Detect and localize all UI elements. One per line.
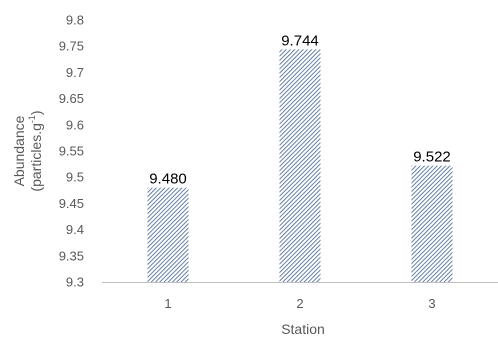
y-tick-label: 9.75 <box>59 39 84 54</box>
y-axis-title-unit: (particles.g-1) <box>27 110 44 191</box>
y-tick-label: 9.4 <box>66 222 84 237</box>
y-tick-label: 9.65 <box>59 91 84 106</box>
data-label-station-2: 9.744 <box>281 32 319 49</box>
y-axis-title: Abundance (particles.g-1) <box>11 110 44 191</box>
y-tick-label: 9.7 <box>66 65 84 80</box>
y-tick-label: 9.6 <box>66 117 84 132</box>
data-labels: 9.480 9.744 9.522 <box>149 32 451 187</box>
y-tick-label: 9.3 <box>66 275 84 290</box>
x-tick-label: 3 <box>428 296 435 311</box>
y-axis-unit-superscript: -1 <box>27 115 37 123</box>
data-label-station-3: 9.522 <box>413 149 451 166</box>
y-tick-label: 9.8 <box>66 13 84 28</box>
x-axis-ticks: 1 2 3 <box>164 296 435 311</box>
bar-station-1 <box>147 187 189 282</box>
x-axis-title: Station <box>281 321 325 337</box>
y-tick-label: 9.35 <box>59 248 84 263</box>
x-tick-label: 2 <box>296 296 303 311</box>
y-axis-title-main: Abundance <box>11 115 27 186</box>
y-tick-label: 9.45 <box>59 196 84 211</box>
x-tick-label: 1 <box>164 296 171 311</box>
y-axis-unit-close: ) <box>28 110 44 115</box>
bar-station-2 <box>279 49 321 283</box>
y-tick-label: 9.55 <box>59 144 84 159</box>
bar-series <box>147 49 453 283</box>
y-axis-ticks: 9.3 9.35 9.4 9.45 9.5 9.55 9.6 9.65 9.7 9.75 9.8 <box>59 13 84 290</box>
data-label-station-1: 9.480 <box>149 171 187 188</box>
y-axis-unit-text: (particles.g <box>28 123 44 191</box>
bar-station-3 <box>411 165 453 282</box>
y-tick-label: 9.5 <box>66 170 84 185</box>
